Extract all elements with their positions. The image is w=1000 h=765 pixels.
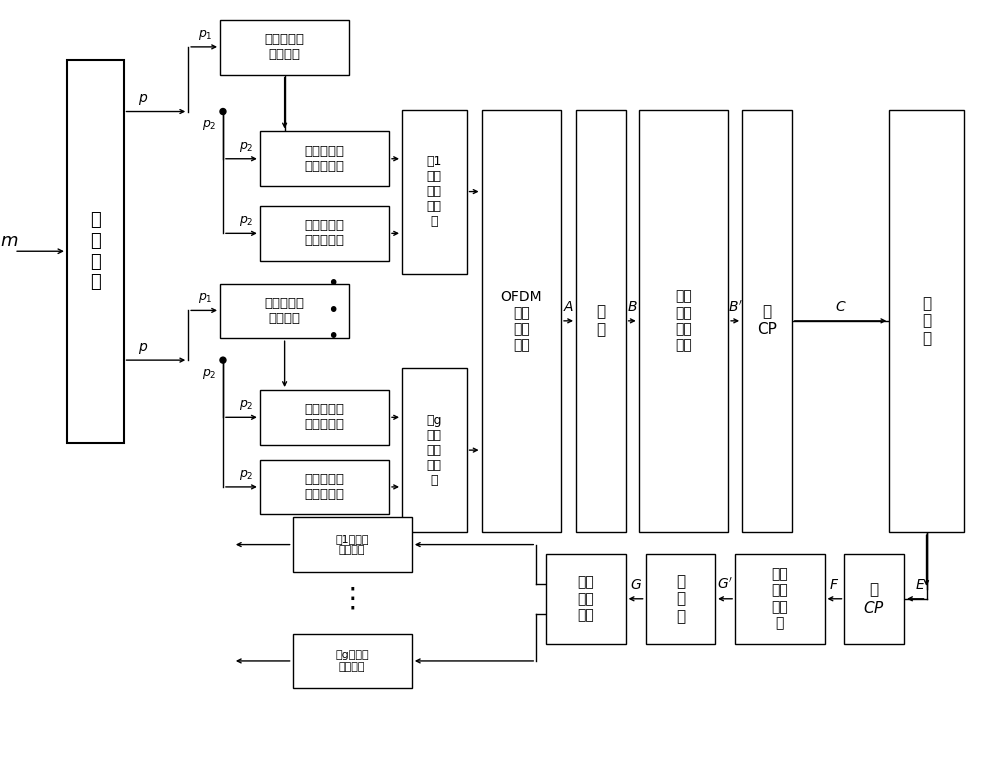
Text: $p_2$: $p_2$ — [202, 119, 216, 132]
Bar — [546, 554, 626, 643]
Text: 空闲子载波
上星座映射: 空闲子载波 上星座映射 — [304, 473, 344, 501]
Text: $p_1$: $p_1$ — [198, 28, 212, 42]
Text: 第g组最大
似然检测: 第g组最大 似然检测 — [335, 650, 369, 672]
Text: $G$: $G$ — [630, 578, 642, 592]
Text: $p_2$: $p_2$ — [239, 214, 253, 229]
Text: 加
CP: 加 CP — [757, 304, 777, 337]
Text: $p_1$: $p_1$ — [198, 291, 212, 305]
Text: $F$: $F$ — [829, 578, 840, 592]
Bar — [260, 132, 389, 186]
Text: $p_2$: $p_2$ — [239, 399, 253, 412]
Text: $B'$: $B'$ — [728, 299, 743, 314]
Text: $m$: $m$ — [0, 233, 18, 250]
Text: $p_2$: $p_2$ — [202, 367, 216, 381]
Text: 激活子载波
位置选择: 激活子载波 位置选择 — [265, 297, 305, 325]
Text: $B$: $B$ — [627, 300, 638, 314]
Bar — [260, 460, 389, 514]
Bar — [844, 554, 904, 643]
Text: 空闲子载波
上星座映射: 空闲子载波 上星座映射 — [304, 220, 344, 247]
Bar — [402, 368, 467, 532]
Circle shape — [220, 109, 226, 115]
Bar — [482, 109, 561, 532]
Text: $E$: $E$ — [915, 578, 926, 592]
Bar — [646, 554, 715, 643]
Text: 第1组最大
似然检测: 第1组最大 似然检测 — [335, 534, 369, 555]
Text: $G'$: $G'$ — [717, 578, 733, 592]
Text: 第1
组频
域发
送信
号: 第1 组频 域发 送信 号 — [427, 155, 442, 228]
Text: 接收
信号
分组: 接收 信号 分组 — [578, 575, 594, 622]
Bar — [67, 60, 124, 443]
Bar — [220, 284, 349, 338]
Bar — [742, 109, 792, 532]
Bar — [260, 206, 389, 261]
Text: 激活子载波
上星座映射: 激活子载波 上星座映射 — [304, 403, 344, 431]
Bar — [293, 517, 412, 572]
Text: 激活子载波
上星座映射: 激活子载波 上星座映射 — [304, 145, 344, 173]
Text: $p_2$: $p_2$ — [239, 468, 253, 482]
Bar — [260, 390, 389, 444]
Text: $A$: $A$ — [563, 300, 574, 314]
Bar — [220, 20, 349, 75]
Text: 解
交
织: 解 交 织 — [676, 574, 685, 623]
Text: 交
织: 交 织 — [596, 304, 605, 337]
Text: 快速
傅里
叶变
换: 快速 傅里 叶变 换 — [771, 568, 788, 630]
Text: $p$: $p$ — [138, 92, 149, 107]
Bar — [402, 109, 467, 274]
Text: 比
特
分
组: 比 特 分 组 — [90, 211, 101, 291]
Bar — [639, 109, 728, 532]
Bar — [735, 554, 825, 643]
Bar — [889, 109, 964, 532]
Text: OFDM
频域
信号
形成: OFDM 频域 信号 形成 — [500, 289, 542, 352]
Text: $C$: $C$ — [835, 300, 846, 314]
Text: 去
$CP$: 去 $CP$ — [863, 582, 885, 616]
Text: •
•
•: • • • — [327, 275, 338, 347]
Circle shape — [220, 357, 226, 363]
Text: 第g
组频
域发
送信
号: 第g 组频 域发 送信 号 — [427, 414, 442, 487]
Text: ⋮: ⋮ — [338, 584, 366, 613]
Text: $p_2$: $p_2$ — [239, 140, 253, 154]
Text: 快速
傅里
叶逆
变换: 快速 傅里 叶逆 变换 — [675, 289, 692, 352]
Bar — [576, 109, 626, 532]
Bar — [293, 633, 412, 688]
Text: 过
信
道: 过 信 道 — [922, 296, 931, 346]
Text: 激活子载波
位置选择: 激活子载波 位置选择 — [265, 34, 305, 61]
Text: $p$: $p$ — [138, 340, 149, 356]
